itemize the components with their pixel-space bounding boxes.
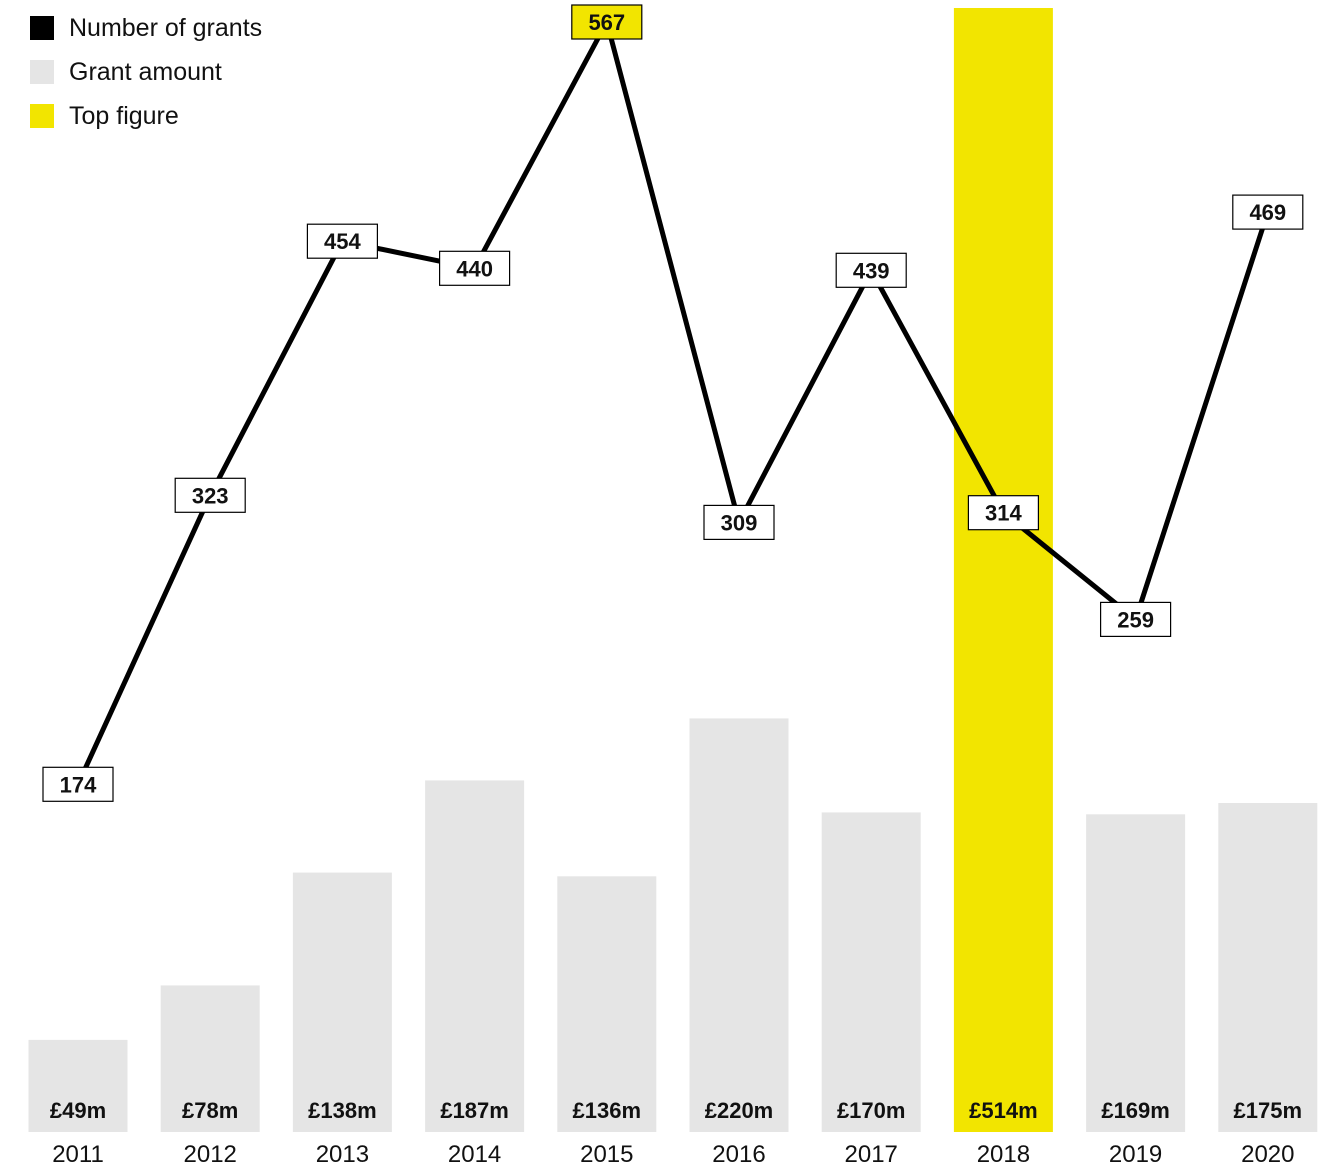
x-tick-label: 2018 — [977, 1141, 1030, 1165]
legend: Number of grants Grant amount Top figure — [30, 6, 262, 138]
point-2017: 439 — [835, 252, 907, 288]
bar-value-label: £187m — [440, 1098, 509, 1123]
point-2011: 174 — [42, 766, 114, 802]
x-tick-label: 2013 — [316, 1141, 369, 1165]
bar-value-label: £169m — [1101, 1098, 1170, 1123]
point-label: 323 — [192, 483, 229, 508]
bar-value-label: £514m — [969, 1098, 1038, 1123]
bar-2013 — [292, 872, 392, 1132]
bar-2020 — [1218, 803, 1318, 1132]
x-tick-label: 2019 — [1109, 1141, 1162, 1165]
point-2019: 259 — [1099, 601, 1172, 638]
point-label-box — [835, 252, 907, 288]
point-label: 314 — [985, 501, 1022, 526]
bar-value-label: £136m — [573, 1098, 642, 1123]
point-label: 309 — [721, 510, 758, 535]
point-label: 439 — [853, 258, 890, 283]
point-label: 454 — [324, 229, 361, 254]
legend-item-number-of-grants: Number of grants — [30, 6, 262, 50]
x-tick-label: 2015 — [580, 1141, 633, 1165]
point-label-box — [439, 250, 511, 286]
point-label-box — [571, 4, 643, 40]
x-tick-label: 2014 — [448, 1141, 501, 1165]
line-layer — [75, 19, 1271, 787]
point-label-box — [174, 477, 246, 513]
bar-value-label: £138m — [308, 1098, 377, 1123]
point-label-box — [1232, 194, 1304, 230]
legend-item-top-figure: Top figure — [30, 94, 262, 138]
x-tick-label: 2016 — [712, 1141, 765, 1165]
point-label: 174 — [60, 772, 97, 797]
bar-value-label: £78m — [182, 1098, 238, 1123]
point-2014: 440 — [439, 250, 511, 286]
point-2012: 323 — [174, 477, 246, 513]
point-2013: 454 — [306, 223, 378, 259]
bar-2016 — [689, 718, 789, 1132]
bar-2019 — [1086, 814, 1186, 1132]
bar-value-label: £220m — [705, 1098, 774, 1123]
legend-label: Top figure — [69, 101, 179, 130]
legend-item-grant-amount: Grant amount — [30, 50, 262, 94]
point-2020: 469 — [1232, 194, 1304, 230]
bars-layer: £49m £78m £138m £187m £136m £220m £170m £514m £1… — [28, 8, 1318, 1132]
grants-line — [75, 19, 1271, 787]
bar-2018 — [953, 8, 1053, 1132]
legend-swatch — [30, 104, 54, 128]
point-label-box — [1099, 601, 1172, 638]
bar-value-label: £170m — [837, 1098, 906, 1123]
point-2015: 567 — [571, 4, 643, 40]
point-label: 567 — [588, 10, 625, 35]
bar-2017 — [821, 812, 921, 1132]
bar-2011 — [28, 1039, 128, 1132]
point-label: 259 — [1117, 607, 1154, 632]
point-label: 440 — [456, 256, 493, 281]
x-axis: 2011 2012 2013 2014 2015 2016 2017 2018 2019 2020 — [52, 1141, 1294, 1165]
bar-2012 — [160, 985, 260, 1132]
bar-2015 — [557, 876, 657, 1132]
x-tick-label: 2012 — [184, 1141, 237, 1165]
legend-swatch — [30, 16, 54, 40]
point-2016: 309 — [703, 504, 775, 540]
point-label-box — [306, 223, 378, 259]
point-2018: 314 — [967, 495, 1040, 531]
bar-2014 — [425, 780, 525, 1132]
point-label-box — [42, 766, 114, 802]
bar-value-label: £175m — [1234, 1098, 1303, 1123]
point-label-box — [967, 495, 1040, 531]
legend-swatch — [30, 60, 54, 84]
x-tick-label: 2011 — [52, 1141, 104, 1165]
x-tick-label: 2017 — [845, 1141, 898, 1165]
x-tick-label: 2020 — [1241, 1141, 1294, 1165]
point-label-box — [703, 504, 775, 540]
legend-label: Number of grants — [69, 13, 263, 42]
point-label: 469 — [1249, 200, 1286, 225]
legend-label: Grant amount — [69, 57, 222, 86]
points-layer: 174 323 454 440 567 309 439 314 259 469 — [42, 4, 1304, 802]
bar-value-label: £49m — [50, 1098, 106, 1123]
